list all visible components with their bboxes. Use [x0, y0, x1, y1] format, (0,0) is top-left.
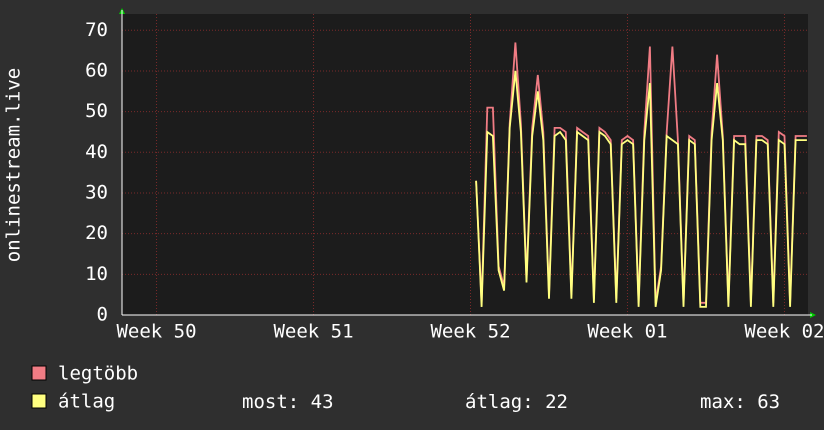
stat-value: 22 [545, 391, 568, 413]
y-tick-label: 20 [85, 222, 108, 244]
y-tick-label: 60 [85, 59, 108, 81]
stat-name: átlag: [465, 391, 534, 413]
series-line [475, 70, 807, 308]
stat-value: 43 [311, 391, 334, 413]
legend-swatch [31, 365, 47, 381]
legend-label: átlag [58, 391, 115, 413]
x-tick-label: Week 02 [744, 321, 824, 343]
plot-area [122, 14, 808, 315]
stat-name: max: [700, 391, 746, 413]
y-tick-label: 70 [85, 19, 108, 41]
x-tick-label: Week 51 [273, 321, 353, 343]
x-tick-label: Week 50 [116, 321, 196, 343]
legend-label: legtöbb [58, 363, 138, 385]
y-tick-label: 30 [85, 181, 108, 203]
x-tick-label: Week 01 [587, 321, 667, 343]
y-tick-label: 40 [85, 141, 108, 163]
legend-swatch [31, 393, 47, 409]
y-tick-label: 50 [85, 100, 108, 122]
x-tick-label: Week 52 [430, 321, 510, 343]
stat: átlag: 22 [465, 391, 568, 413]
stat-name: most: [242, 391, 299, 413]
axis-arrow [810, 312, 816, 318]
stat: max: 63 [700, 391, 780, 413]
y-tick-label: 10 [85, 263, 108, 285]
stat-value: 63 [757, 391, 780, 413]
stat: most: 43 [242, 391, 334, 413]
y-tick-label: 0 [97, 304, 108, 326]
y-axis-label: onlinestream.live [3, 68, 25, 262]
